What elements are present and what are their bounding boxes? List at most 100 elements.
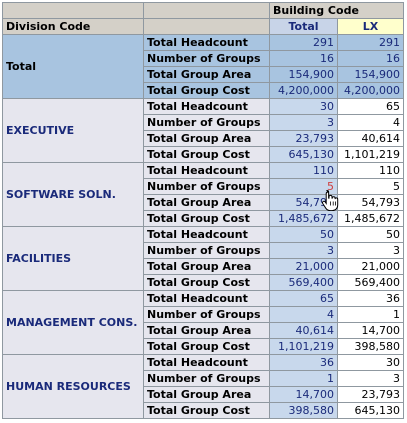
metric-label-cost: Total Group Cost <box>143 210 270 227</box>
cell-lx-groups[interactable]: 4 <box>337 114 404 131</box>
cell-total-area[interactable]: 14,700 <box>269 386 338 403</box>
metric-label-cost: Total Group Cost <box>143 82 270 99</box>
metric-label-area: Total Group Area <box>143 194 270 211</box>
table-row: Total Total Headcount 291 291 <box>2 34 404 99</box>
cell-total-cost[interactable]: 4,200,000 <box>269 82 338 99</box>
cell-lx-cost[interactable]: 645,130 <box>337 402 404 419</box>
metric-label-area: Total Group Area <box>143 258 270 275</box>
table-row: Number of Groups 16 16 <box>3 50 404 67</box>
cell-lx-cost[interactable]: 398,580 <box>337 338 404 355</box>
cell-lx-area[interactable]: 54,793 <box>337 194 404 211</box>
table-row: Number of Groups 1 3 <box>3 370 404 387</box>
cell-total-groups[interactable]: 5 <box>269 178 338 195</box>
metric-label-groups: Number of Groups <box>143 178 270 195</box>
header-corner-blank-2 <box>143 2 270 19</box>
metric-header-blank <box>143 18 270 35</box>
cell-lx-groups[interactable]: 3 <box>337 370 404 387</box>
building-code-header[interactable]: Building Code <box>269 2 404 19</box>
cell-total-groups[interactable]: 3 <box>269 114 338 131</box>
cell-total-area[interactable]: 54,793 <box>269 194 338 211</box>
table-row: Total Group Area 40,614 14,700 <box>3 322 404 339</box>
cell-lx-area[interactable]: 154,900 <box>337 66 404 83</box>
cell-lx-cost[interactable]: 4,200,000 <box>337 82 404 99</box>
metric-label-cost: Total Group Cost <box>143 146 270 163</box>
division-label-management-cons[interactable]: MANAGEMENT CONS. <box>2 290 144 355</box>
cell-lx-cost[interactable]: 569,400 <box>337 274 404 291</box>
cell-lx-headcount[interactable]: 110 <box>337 162 404 179</box>
pivot-table: Building Code Division Code Total LX Tot… <box>2 2 404 419</box>
table-row: FACILITIES Total Headcount 50 50 <box>2 226 404 291</box>
table-row: SOFTWARE SOLN. Total Headcount 110 110 <box>2 162 404 227</box>
metric-label-cost: Total Group Cost <box>143 402 270 419</box>
metric-label-area: Total Group Area <box>143 386 270 403</box>
cell-total-headcount[interactable]: 50 <box>269 226 338 243</box>
cell-lx-area[interactable]: 40,614 <box>337 130 404 147</box>
division-code-header[interactable]: Division Code <box>2 18 144 35</box>
cell-lx-area[interactable]: 23,793 <box>337 386 404 403</box>
table-row: Total Group Area 14,700 23,793 <box>3 386 404 403</box>
cell-lx-groups[interactable]: 5 <box>337 178 404 195</box>
table-row: Total Group Cost 1,485,672 1,485,672 <box>3 210 404 227</box>
metric-label-groups: Number of Groups <box>143 242 270 259</box>
division-label-executive[interactable]: EXECUTIVE <box>2 98 144 163</box>
total-column-header[interactable]: Total <box>269 18 338 35</box>
metric-label-area: Total Group Area <box>143 130 270 147</box>
cell-total-cost[interactable]: 645,130 <box>269 146 338 163</box>
metric-label-headcount: Total Headcount <box>143 354 270 371</box>
cell-total-headcount[interactable]: 36 <box>269 354 338 371</box>
table-row: Total Group Area 23,793 40,614 <box>3 130 404 147</box>
division-label-human-resources[interactable]: HUMAN RESOURCES <box>2 354 144 419</box>
table-row: Total Group Area 154,900 154,900 <box>3 66 404 83</box>
cell-total-cost[interactable]: 1,485,672 <box>269 210 338 227</box>
cell-total-area[interactable]: 40,614 <box>269 322 338 339</box>
cell-lx-headcount[interactable]: 36 <box>337 290 404 307</box>
table-row: Total Group Area 54,793 54,793 <box>3 194 404 211</box>
table-row: EXECUTIVE Total Headcount 30 65 <box>2 98 404 163</box>
header-row-top: Building Code <box>2 2 404 19</box>
cell-total-headcount[interactable]: 30 <box>269 98 338 115</box>
cell-lx-headcount[interactable]: 291 <box>337 34 404 51</box>
cell-total-cost[interactable]: 569,400 <box>269 274 338 291</box>
cell-total-cost[interactable]: 1,101,219 <box>269 338 338 355</box>
cell-lx-area[interactable]: 14,700 <box>337 322 404 339</box>
cell-total-headcount[interactable]: 110 <box>269 162 338 179</box>
division-label-software-soln[interactable]: SOFTWARE SOLN. <box>2 162 144 227</box>
cell-lx-area[interactable]: 21,000 <box>337 258 404 275</box>
table-row: HUMAN RESOURCES Total Headcount 36 30 <box>2 354 404 419</box>
metric-label-headcount: Total Headcount <box>143 162 270 179</box>
cell-total-groups[interactable]: 4 <box>269 306 338 323</box>
metric-label-headcount: Total Headcount <box>143 226 270 243</box>
cell-lx-cost[interactable]: 1,485,672 <box>337 210 404 227</box>
cell-lx-headcount[interactable]: 30 <box>337 354 404 371</box>
table-row: Number of Groups 3 4 <box>3 114 404 131</box>
division-label-total[interactable]: Total <box>2 34 144 99</box>
metric-label-headcount: Total Headcount <box>143 98 270 115</box>
cell-total-area[interactable]: 154,900 <box>269 66 338 83</box>
cell-lx-groups[interactable]: 1 <box>337 306 404 323</box>
cell-lx-groups[interactable]: 16 <box>337 50 404 67</box>
metric-label-area: Total Group Area <box>143 322 270 339</box>
cell-total-cost[interactable]: 398,580 <box>269 402 338 419</box>
cell-lx-cost[interactable]: 1,101,219 <box>337 146 404 163</box>
lx-column-header[interactable]: LX <box>337 18 404 35</box>
cell-total-groups[interactable]: 3 <box>269 242 338 259</box>
metric-label-headcount: Total Headcount <box>143 290 270 307</box>
cell-lx-headcount[interactable]: 50 <box>337 226 404 243</box>
metric-label-groups: Number of Groups <box>143 114 270 131</box>
cell-total-area[interactable]: 21,000 <box>269 258 338 275</box>
metric-label-cost: Total Group Cost <box>143 274 270 291</box>
header-corner-blank <box>2 2 144 19</box>
metric-label-groups: Number of Groups <box>143 370 270 387</box>
cell-total-headcount[interactable]: 291 <box>269 34 338 51</box>
cell-lx-groups[interactable]: 3 <box>337 242 404 259</box>
metric-label-cost: Total Group Cost <box>143 338 270 355</box>
table-row: Number of Groups 5 5 <box>3 178 404 195</box>
cell-total-groups[interactable]: 16 <box>269 50 338 67</box>
cell-lx-headcount[interactable]: 65 <box>337 98 404 115</box>
metric-label-groups: Number of Groups <box>143 306 270 323</box>
table-row: Number of Groups 4 1 <box>3 306 404 323</box>
cell-total-groups[interactable]: 1 <box>269 370 338 387</box>
cell-total-area[interactable]: 23,793 <box>269 130 338 147</box>
division-label-facilities[interactable]: FACILITIES <box>2 226 144 291</box>
cell-total-headcount[interactable]: 65 <box>269 290 338 307</box>
